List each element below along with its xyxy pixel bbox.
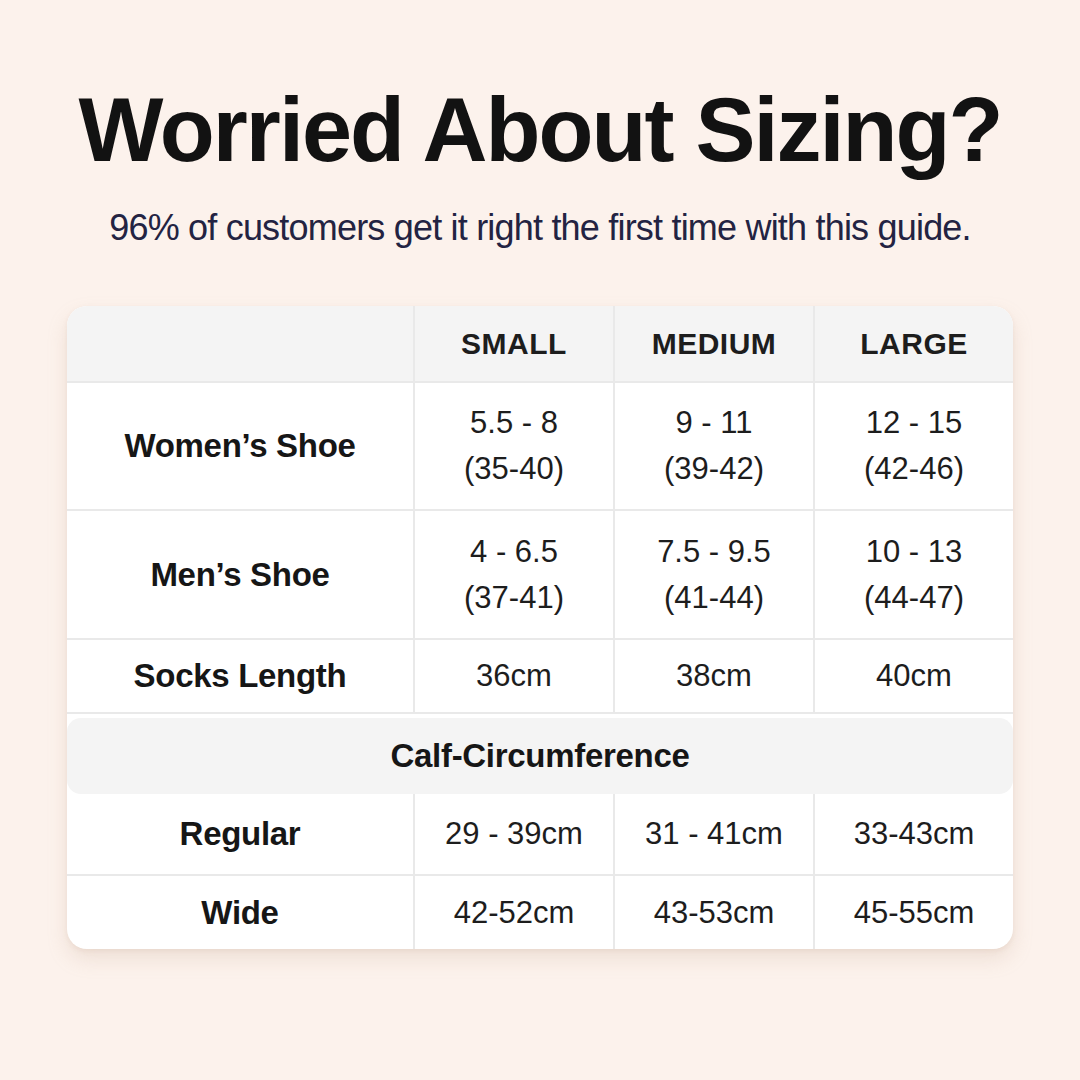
row-label-regular: Regular xyxy=(67,794,413,874)
womens-shoe-large-cell: 12 - 15 (42-46) xyxy=(813,383,1013,509)
socks-length-small-cell: 36cm xyxy=(413,640,613,712)
value-line: 5.5 - 8 xyxy=(470,400,558,446)
row-mens-shoe: Men’s Shoe 4 - 6.5 (37-41) 7.5 - 9.5 (41… xyxy=(67,509,1013,638)
regular-medium-cell: 31 - 41cm xyxy=(613,794,813,874)
mens-shoe-medium-cell: 7.5 - 9.5 (41-44) xyxy=(613,511,813,638)
table-header-medium: MEDIUM xyxy=(613,306,813,381)
value-line: (41-44) xyxy=(664,575,764,621)
table-header-large: LARGE xyxy=(813,306,1013,381)
value-line: (35-40) xyxy=(464,446,564,492)
wide-medium-cell: 43-53cm xyxy=(613,876,813,949)
row-label-womens-shoe: Women’s Shoe xyxy=(67,383,413,509)
wide-small-cell: 42-52cm xyxy=(413,876,613,949)
calf-section-band-wrapper: Calf-Circumference xyxy=(67,714,1013,794)
sizing-guide-infographic: Worried About Sizing? 96% of customers g… xyxy=(0,74,1080,1080)
table-header-row: SMALL MEDIUM LARGE xyxy=(67,306,1013,381)
row-label-socks-length: Socks Length xyxy=(67,640,413,712)
row-socks-length: Socks Length 36cm 38cm 40cm xyxy=(67,638,1013,714)
value-line: 7.5 - 9.5 xyxy=(657,529,771,575)
value-line: 9 - 11 xyxy=(676,400,753,446)
row-label-wide: Wide xyxy=(67,876,413,949)
value-line: (39-42) xyxy=(664,446,764,492)
page-subtitle: 96% of customers get it right the first … xyxy=(0,206,1080,250)
wide-large-cell: 45-55cm xyxy=(813,876,1013,949)
regular-large-cell: 33-43cm xyxy=(813,794,1013,874)
page-title: Worried About Sizing? xyxy=(0,74,1080,186)
mens-shoe-small-cell: 4 - 6.5 (37-41) xyxy=(413,511,613,638)
value-line: (37-41) xyxy=(464,575,564,621)
row-label-mens-shoe: Men’s Shoe xyxy=(67,511,413,638)
value-line: (44-47) xyxy=(864,575,964,621)
value-line: 4 - 6.5 xyxy=(470,529,558,575)
row-regular: Regular 29 - 39cm 31 - 41cm 33-43cm xyxy=(67,794,1013,874)
value-line: 12 - 15 xyxy=(866,400,963,446)
regular-small-cell: 29 - 39cm xyxy=(413,794,613,874)
womens-shoe-small-cell: 5.5 - 8 (35-40) xyxy=(413,383,613,509)
table-header-corner-cell xyxy=(67,306,413,381)
socks-length-medium-cell: 38cm xyxy=(613,640,813,712)
womens-shoe-medium-cell: 9 - 11 (39-42) xyxy=(613,383,813,509)
mens-shoe-large-cell: 10 - 13 (44-47) xyxy=(813,511,1013,638)
value-line: (42-46) xyxy=(864,446,964,492)
table-header-small: SMALL xyxy=(413,306,613,381)
size-chart-table: SMALL MEDIUM LARGE Women’s Shoe 5.5 - 8 … xyxy=(67,306,1013,949)
calf-section-header: Calf-Circumference xyxy=(67,718,1013,794)
row-wide: Wide 42-52cm 43-53cm 45-55cm xyxy=(67,874,1013,949)
value-line: 10 - 13 xyxy=(866,529,963,575)
socks-length-large-cell: 40cm xyxy=(813,640,1013,712)
row-womens-shoe: Women’s Shoe 5.5 - 8 (35-40) 9 - 11 (39-… xyxy=(67,381,1013,509)
